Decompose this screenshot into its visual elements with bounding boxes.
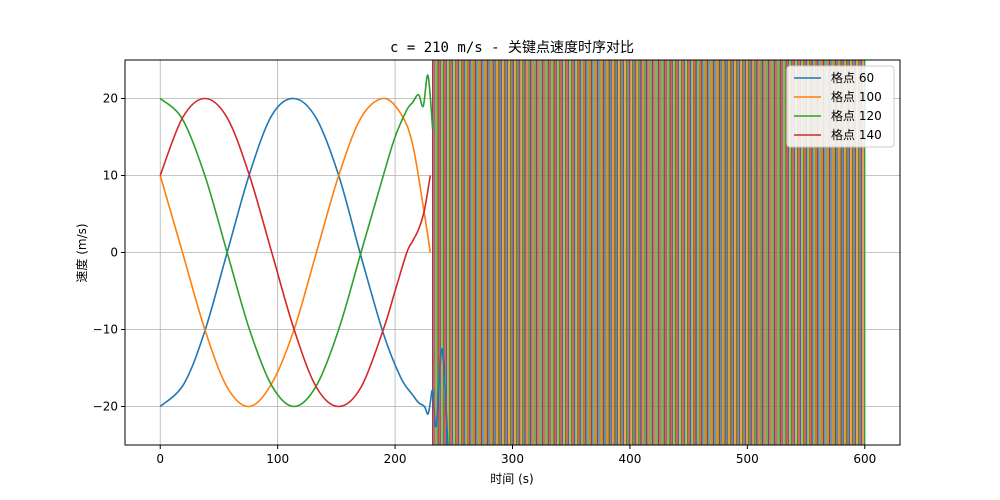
chart-title: c = 210 m/s - 关键点速度时序对比 [390, 40, 634, 56]
y-tick-label: −10 [93, 323, 118, 337]
legend-box [786, 65, 895, 148]
x-tick-label: 600 [853, 452, 876, 466]
series-lines [159, 74, 449, 446]
series-line [159, 97, 432, 408]
y-tick-label: −20 [93, 400, 118, 414]
x-tick-label: 500 [736, 452, 759, 466]
legend: 格点 60 格点 100 格点 120 格点 140 [786, 65, 895, 148]
y-axis-label: 速度 (m/s) [74, 223, 89, 282]
legend-label: 格点 100 [831, 89, 882, 104]
x-tick-label: 400 [618, 452, 641, 466]
x-tick-label: 300 [501, 452, 524, 466]
x-tick-label: 200 [384, 452, 407, 466]
x-axis-label: 时间 (s) [490, 472, 533, 486]
x-tick-label: 0 [156, 452, 164, 466]
legend-label: 格点 120 [831, 108, 882, 123]
ticks: 0 100 200 300 400 500 600 −20 −10 0 10 20 [93, 92, 877, 467]
x-tick-label: 100 [266, 452, 289, 466]
y-tick-label: 0 [110, 246, 118, 260]
y-tick-label: 20 [103, 92, 118, 106]
series-line [159, 97, 432, 408]
series-line [159, 97, 449, 446]
legend-label: 格点 140 [831, 127, 882, 142]
y-tick-label: 10 [103, 169, 118, 183]
legend-label: 格点 60 [831, 70, 874, 85]
series-line [159, 74, 434, 408]
